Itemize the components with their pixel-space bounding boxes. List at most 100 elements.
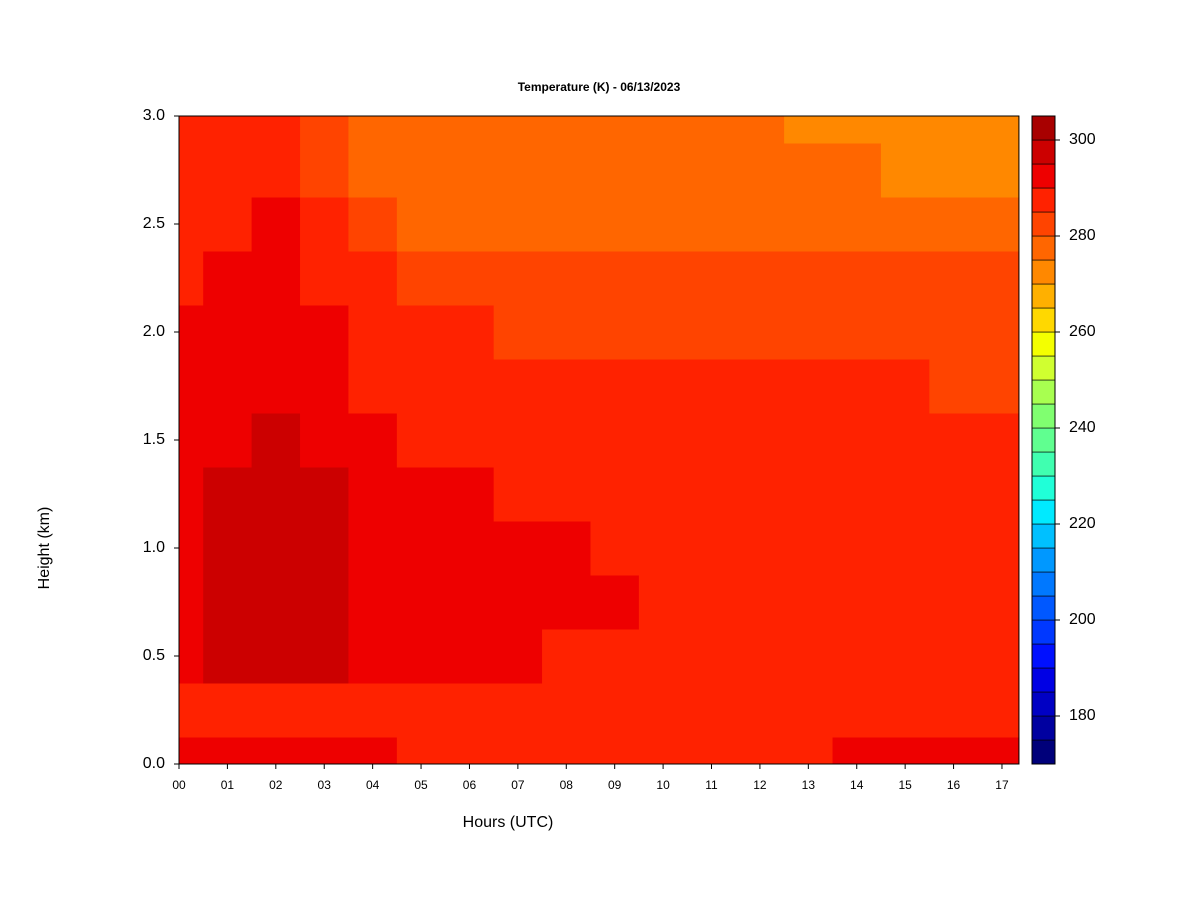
cell <box>977 467 1020 522</box>
cell <box>687 305 737 360</box>
cell <box>929 413 979 468</box>
cell <box>203 629 253 684</box>
cell <box>348 116 398 144</box>
cell <box>445 629 495 684</box>
cell <box>493 251 543 306</box>
cell <box>203 305 253 360</box>
cell <box>687 683 737 738</box>
cell <box>300 467 349 522</box>
cell <box>784 359 834 414</box>
colorbar-band <box>1031 643 1056 669</box>
cell <box>179 116 204 144</box>
cell <box>735 413 785 468</box>
cell <box>396 683 446 738</box>
cell <box>880 197 930 252</box>
cell <box>687 251 737 306</box>
cell <box>880 413 930 468</box>
cell <box>977 521 1020 576</box>
colorbar-band <box>1031 211 1056 237</box>
colorbar-band <box>1031 571 1056 597</box>
colorbar-band <box>1031 499 1056 525</box>
cell <box>590 575 640 630</box>
cell <box>251 251 301 306</box>
chart-title: Temperature (K) - 06/13/2023 <box>518 80 681 94</box>
cell <box>348 305 398 360</box>
cell <box>832 521 882 576</box>
y-tick-label: 1.5 <box>143 431 165 448</box>
colorbar-band <box>1031 475 1056 501</box>
y-tick-label: 2.5 <box>143 215 165 232</box>
cell <box>203 737 253 765</box>
cell <box>179 575 204 630</box>
colorbar-band <box>1031 139 1056 165</box>
cell <box>179 683 204 738</box>
cell <box>832 683 882 738</box>
colorbar-tick-label: 300 <box>1069 131 1096 148</box>
cell <box>179 521 204 576</box>
cell <box>638 629 688 684</box>
cell <box>251 359 301 414</box>
colorbar-band <box>1031 667 1056 693</box>
colorbar-frame <box>1031 115 1056 765</box>
cell <box>735 467 785 522</box>
cell <box>784 683 834 738</box>
cell <box>348 359 398 414</box>
cell <box>348 629 398 684</box>
colorbar-tick-label: 240 <box>1069 419 1096 436</box>
x-tick-label: 00 <box>172 778 186 792</box>
cell <box>396 359 446 414</box>
colorbar-band <box>1031 619 1056 645</box>
cell <box>638 575 688 630</box>
cell <box>300 737 349 765</box>
cell <box>590 413 640 468</box>
cell <box>929 305 979 360</box>
y-tick-label: 1.0 <box>143 539 165 556</box>
cell <box>251 116 301 144</box>
cell <box>687 359 737 414</box>
cell <box>300 116 349 144</box>
cell <box>687 575 737 630</box>
cell <box>784 251 834 306</box>
cell <box>977 359 1020 414</box>
cell <box>929 467 979 522</box>
cell <box>687 467 737 522</box>
cell <box>929 359 979 414</box>
cell <box>203 359 253 414</box>
cell <box>542 116 591 144</box>
cell <box>445 251 495 306</box>
cell <box>396 467 446 522</box>
cell <box>880 467 930 522</box>
cell <box>880 251 930 306</box>
cell <box>251 143 301 198</box>
cell <box>396 116 446 144</box>
cell <box>880 683 930 738</box>
x-tick-label: 14 <box>850 778 864 792</box>
colorbar-band <box>1031 331 1056 357</box>
cell <box>300 521 349 576</box>
cell <box>929 143 979 198</box>
x-tick-label: 01 <box>221 778 235 792</box>
cell <box>542 737 591 765</box>
colorbar-band <box>1031 355 1056 381</box>
cell <box>880 116 930 144</box>
cell <box>300 575 349 630</box>
cell <box>203 683 253 738</box>
cell <box>396 575 446 630</box>
cell <box>880 629 930 684</box>
cell <box>542 521 591 576</box>
cell <box>348 413 398 468</box>
colorbar-band <box>1031 715 1056 741</box>
cell <box>735 683 785 738</box>
cell <box>735 197 785 252</box>
cell <box>735 521 785 576</box>
cell <box>300 143 349 198</box>
cell <box>396 737 446 765</box>
cell <box>784 143 834 198</box>
cell <box>203 575 253 630</box>
cell <box>396 305 446 360</box>
x-tick-label: 17 <box>995 778 1009 792</box>
y-axis-label: Height (km) <box>36 507 53 590</box>
cell <box>735 251 785 306</box>
cell <box>203 197 253 252</box>
